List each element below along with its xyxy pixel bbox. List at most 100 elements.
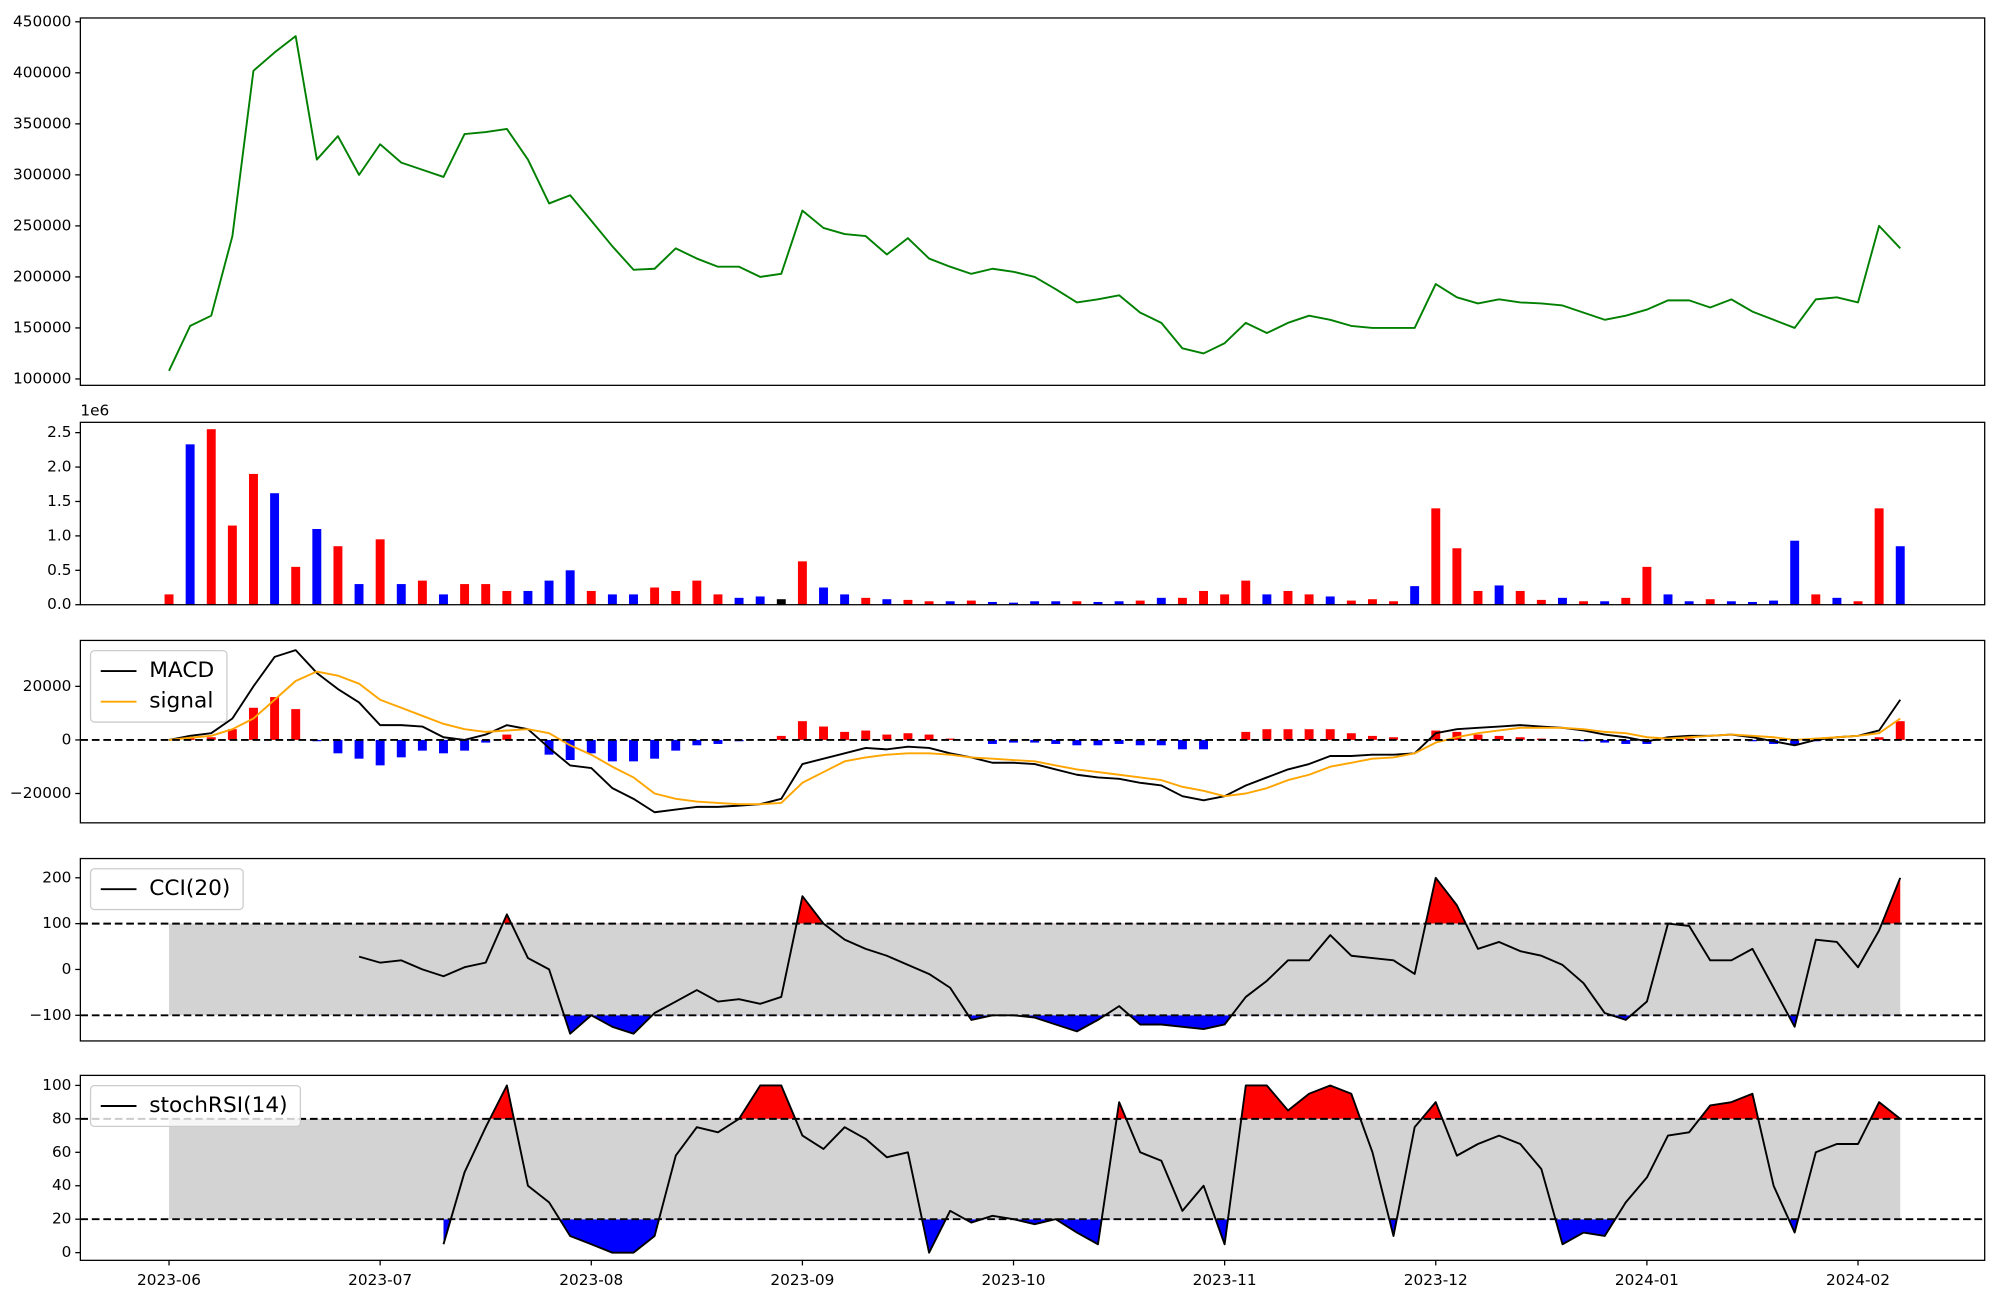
bar [1241, 580, 1251, 605]
bar [1156, 597, 1166, 605]
bar [734, 597, 744, 605]
bar [439, 594, 448, 605]
bar [924, 601, 934, 605]
y-tick-label: 2.0 [47, 458, 71, 476]
y-tick-label: 0 [62, 730, 72, 748]
bar [819, 587, 828, 605]
bar [1135, 739, 1145, 746]
y-tick-label: 20 [52, 1210, 71, 1228]
bar [966, 600, 976, 605]
bar [481, 739, 491, 743]
bar [629, 594, 638, 605]
y-tick-label: 100 [42, 1076, 71, 1094]
bar [1220, 594, 1230, 605]
y-tick-label: 350000 [13, 114, 71, 132]
bar [607, 594, 617, 605]
bar [249, 473, 258, 605]
bar [650, 739, 660, 759]
bar [1579, 601, 1589, 605]
bar [185, 444, 195, 605]
legend: stochRSI(14) [89, 1084, 302, 1128]
bar [1811, 594, 1821, 605]
bar [1114, 739, 1124, 744]
bar [439, 739, 448, 754]
y-tick-label: 150000 [13, 318, 71, 336]
legend-label: signal [149, 689, 213, 714]
bar [1874, 508, 1884, 605]
series-line [168, 35, 1901, 372]
bar [755, 596, 765, 605]
axis-offset-text: 1e6 [80, 401, 109, 419]
bar [460, 739, 470, 751]
bar [882, 599, 892, 605]
bar [1009, 739, 1018, 743]
bar [629, 739, 638, 762]
bar [1747, 601, 1757, 605]
neutral-band [169, 1118, 1901, 1220]
bar [1283, 729, 1293, 740]
legend: CCI(20) [89, 868, 244, 911]
y-tick-label: 0 [62, 1243, 72, 1261]
bar [1515, 737, 1525, 740]
bar [797, 721, 807, 740]
bar [1389, 737, 1399, 740]
y-tick-label: 40 [52, 1176, 71, 1194]
y-tick-label: 60 [52, 1143, 71, 1161]
bar [586, 739, 596, 754]
oversold-fill [443, 1219, 1901, 1253]
bar [1832, 597, 1842, 605]
bar [1853, 601, 1863, 605]
bar [291, 709, 301, 740]
bar [1156, 739, 1166, 746]
bar [671, 739, 681, 751]
bar [882, 734, 892, 740]
bar [1431, 730, 1441, 740]
bar [1262, 729, 1272, 740]
bar [1769, 600, 1779, 605]
bar [840, 594, 850, 605]
bar [797, 561, 807, 605]
bar [354, 739, 364, 759]
y-tick-label: 200000 [13, 267, 71, 285]
bar [502, 734, 512, 740]
bar [1177, 597, 1187, 605]
bar [945, 601, 955, 605]
bar [375, 739, 385, 766]
plot-frame [79, 857, 1986, 1042]
bar [1579, 739, 1589, 742]
bar [1557, 597, 1567, 605]
y-tick-label: 0.5 [47, 561, 71, 579]
bar [460, 584, 470, 605]
bar [1705, 599, 1715, 605]
bar [227, 729, 237, 740]
bar [1367, 599, 1377, 605]
bar [1072, 601, 1082, 605]
bar [1895, 546, 1905, 605]
bar [565, 570, 575, 605]
bar [523, 590, 533, 605]
legend-label: stochRSI(14) [149, 1093, 287, 1118]
bar [1325, 729, 1335, 740]
bar [1135, 600, 1145, 605]
bar [903, 733, 913, 740]
y-tick-label: 450000 [13, 12, 71, 30]
x-tick-label: 2023-08 [559, 1271, 623, 1289]
y-tick-label: 250000 [13, 216, 71, 234]
x-tick-label: 2023-07 [348, 1271, 412, 1289]
bar [1346, 600, 1356, 605]
bar [1030, 601, 1040, 605]
bar [1663, 594, 1673, 605]
y-tick-label: 0.0 [47, 595, 71, 613]
bar [396, 584, 406, 605]
bar [396, 739, 406, 758]
x-tick-label: 2023-11 [1193, 1271, 1257, 1289]
bar [270, 493, 280, 605]
bar [354, 584, 364, 605]
y-tick-label: 20000 [23, 677, 72, 695]
plot-frame [79, 1074, 1986, 1261]
bar [417, 580, 427, 605]
bar [1684, 601, 1694, 605]
y-tick-label: 200 [42, 868, 71, 886]
bar [840, 731, 850, 740]
